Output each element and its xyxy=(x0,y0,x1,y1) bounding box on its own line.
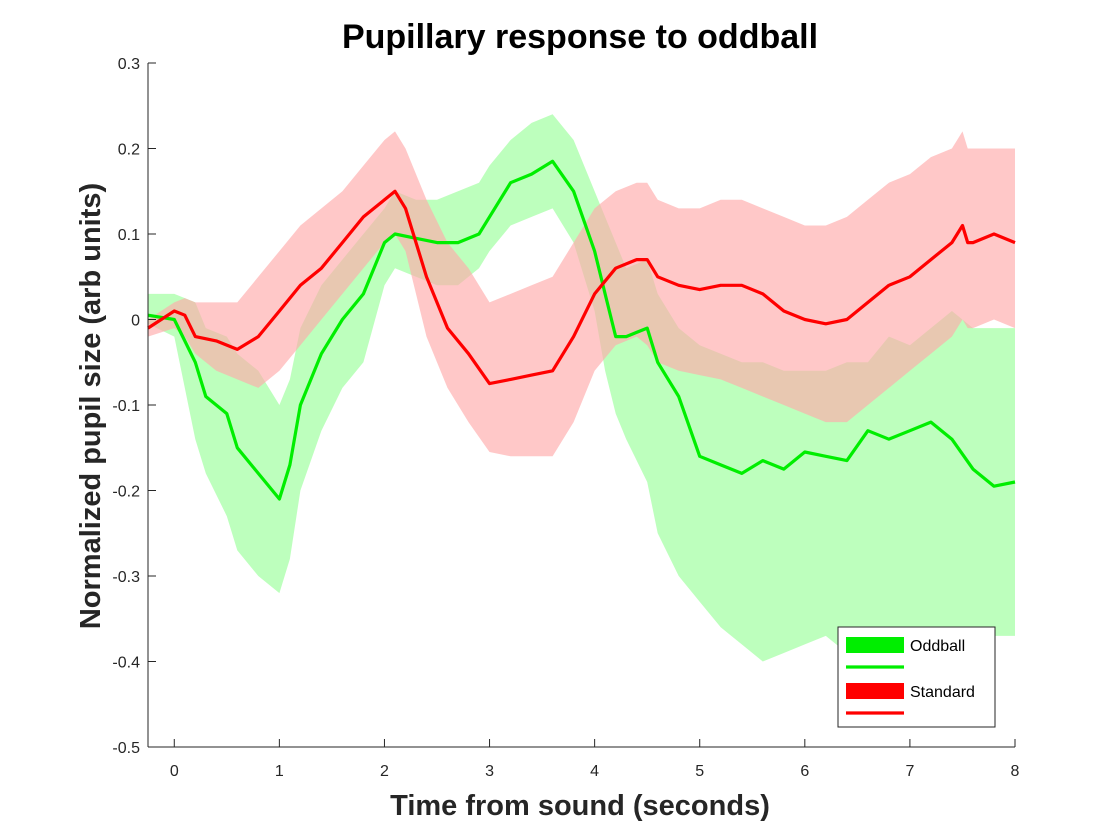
y-tick-label: -0.2 xyxy=(112,484,140,501)
legend: Oddball Standard xyxy=(837,626,996,728)
y-tick-label: 0 xyxy=(131,313,140,330)
x-ticks: 0 1 2 3 4 5 6 7 8 xyxy=(170,739,1020,780)
standard-legend-swatch xyxy=(846,683,904,699)
y-tick-label: -0.4 xyxy=(112,655,140,672)
x-tick-label: 4 xyxy=(590,763,599,780)
y-ticks: -0.5 -0.4 -0.3 -0.2 -0.1 0 0.1 0.2 0.3 xyxy=(112,56,156,757)
y-tick-label: 0.2 xyxy=(118,142,140,159)
x-tick-label: 5 xyxy=(695,763,704,780)
x-axis-label: Time from sound (seconds) xyxy=(390,790,770,822)
standard-line xyxy=(147,189,1016,386)
confidence-bands xyxy=(148,114,1015,662)
series-lines xyxy=(147,159,1016,501)
x-tick-label: 2 xyxy=(380,763,389,780)
x-tick-label: 1 xyxy=(275,763,284,780)
x-tick-label: 3 xyxy=(485,763,494,780)
x-tick-label: 0 xyxy=(170,763,179,780)
y-tick-label: -0.5 xyxy=(112,740,140,757)
standard-band xyxy=(148,131,1015,457)
oddball-legend-swatch xyxy=(846,637,904,653)
y-tick-label: 0.1 xyxy=(118,227,140,244)
standard-legend-label: Standard xyxy=(910,684,975,701)
oddball-legend-label: Oddball xyxy=(910,638,965,655)
y-axis-label: Normalized pupil size (arb units) xyxy=(75,183,107,629)
x-tick-label: 8 xyxy=(1011,763,1020,780)
chart-title: Pupillary response to oddball xyxy=(342,18,818,56)
x-tick-label: 7 xyxy=(905,763,914,780)
y-tick-label: -0.1 xyxy=(112,398,140,415)
x-tick-label: 6 xyxy=(800,763,809,780)
y-tick-label: 0.3 xyxy=(118,56,140,73)
oddball-line xyxy=(147,159,1016,501)
y-tick-label: -0.3 xyxy=(112,569,140,586)
